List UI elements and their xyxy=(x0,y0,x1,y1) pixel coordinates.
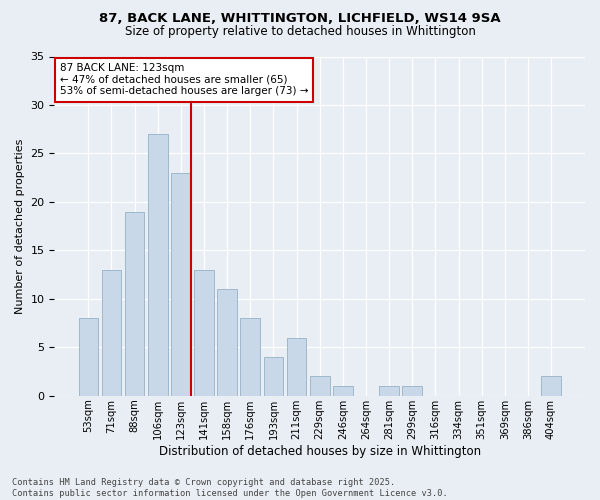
Text: 87 BACK LANE: 123sqm
← 47% of detached houses are smaller (65)
53% of semi-detac: 87 BACK LANE: 123sqm ← 47% of detached h… xyxy=(60,64,308,96)
Bar xyxy=(241,318,260,396)
Bar xyxy=(310,376,329,396)
Bar xyxy=(101,270,121,396)
Bar xyxy=(171,173,191,396)
Bar xyxy=(125,212,145,396)
Bar xyxy=(263,357,283,396)
Bar xyxy=(379,386,399,396)
Bar xyxy=(541,376,561,396)
Text: Size of property relative to detached houses in Whittington: Size of property relative to detached ho… xyxy=(125,25,475,38)
Y-axis label: Number of detached properties: Number of detached properties xyxy=(15,138,25,314)
Bar xyxy=(194,270,214,396)
Bar xyxy=(403,386,422,396)
Bar xyxy=(333,386,353,396)
Bar xyxy=(287,338,307,396)
Bar xyxy=(148,134,167,396)
Text: Contains HM Land Registry data © Crown copyright and database right 2025.
Contai: Contains HM Land Registry data © Crown c… xyxy=(12,478,448,498)
Text: 87, BACK LANE, WHITTINGTON, LICHFIELD, WS14 9SA: 87, BACK LANE, WHITTINGTON, LICHFIELD, W… xyxy=(99,12,501,26)
Bar xyxy=(217,289,237,396)
X-axis label: Distribution of detached houses by size in Whittington: Distribution of detached houses by size … xyxy=(158,444,481,458)
Bar xyxy=(79,318,98,396)
